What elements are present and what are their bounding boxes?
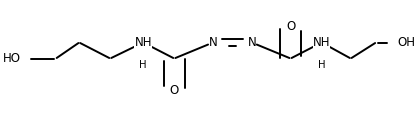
Text: O: O (170, 84, 179, 97)
Text: N: N (208, 36, 217, 49)
Text: NH: NH (313, 36, 330, 49)
Text: HO: HO (3, 52, 21, 65)
Text: OH: OH (397, 36, 415, 49)
Text: O: O (286, 20, 295, 33)
Text: N: N (247, 36, 256, 49)
Text: H: H (139, 60, 147, 70)
Text: NH: NH (134, 36, 152, 49)
Text: H: H (318, 60, 325, 70)
